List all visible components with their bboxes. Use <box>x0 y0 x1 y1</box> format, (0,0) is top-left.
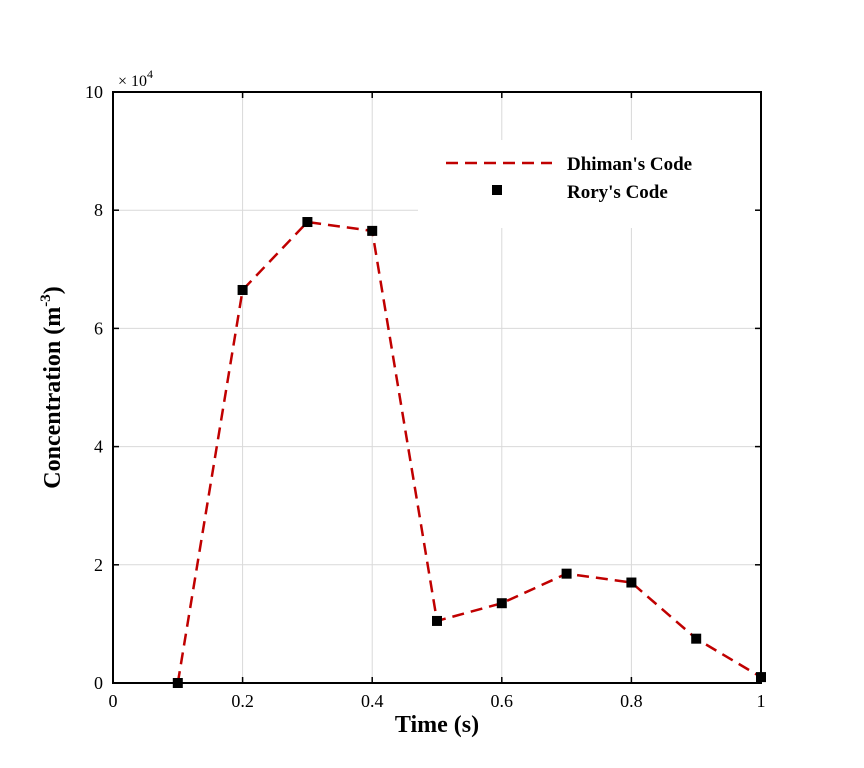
legend-marker-sample <box>492 185 502 195</box>
data-point-rory <box>691 633 702 644</box>
legend-label-dhiman: Dhiman's Code <box>567 154 692 175</box>
y-multiplier-label: × 104 <box>118 67 153 90</box>
data-point-rory <box>496 598 507 609</box>
y-tick-label: 2 <box>94 555 103 575</box>
x-tick-label: 0.4 <box>361 691 384 711</box>
x-axis-title: Time (s) <box>395 712 479 738</box>
x-tick-label: 0.6 <box>491 691 514 711</box>
data-point-rory <box>367 225 378 236</box>
x-tick-label: 0 <box>109 691 118 711</box>
y-tick-label: 10 <box>85 82 103 102</box>
legend-background <box>418 140 758 228</box>
data-point-rory <box>432 615 442 626</box>
data-point-rory <box>237 284 248 295</box>
plot-frame <box>112 91 762 684</box>
y-tick-label: 4 <box>94 437 103 457</box>
x-tick-label: 0.2 <box>231 691 254 711</box>
data-point-rory <box>302 217 313 228</box>
data-point-rory <box>626 577 637 588</box>
data-point-rory <box>561 568 572 579</box>
legend: Dhiman's Code Rory's Code <box>418 140 758 228</box>
y-tick-label: 0 <box>94 673 103 693</box>
series-line-dhiman <box>176 220 762 684</box>
y-axis-title: Concentration (m-3) <box>38 286 66 488</box>
x-tick-label: 1 <box>757 691 766 711</box>
series <box>172 217 766 688</box>
y-tick-label: 8 <box>94 200 103 220</box>
legend-label-rory: Rory's Code <box>567 182 668 203</box>
x-tick-label: 0.8 <box>620 691 643 711</box>
y-tick-label: 6 <box>94 318 103 338</box>
